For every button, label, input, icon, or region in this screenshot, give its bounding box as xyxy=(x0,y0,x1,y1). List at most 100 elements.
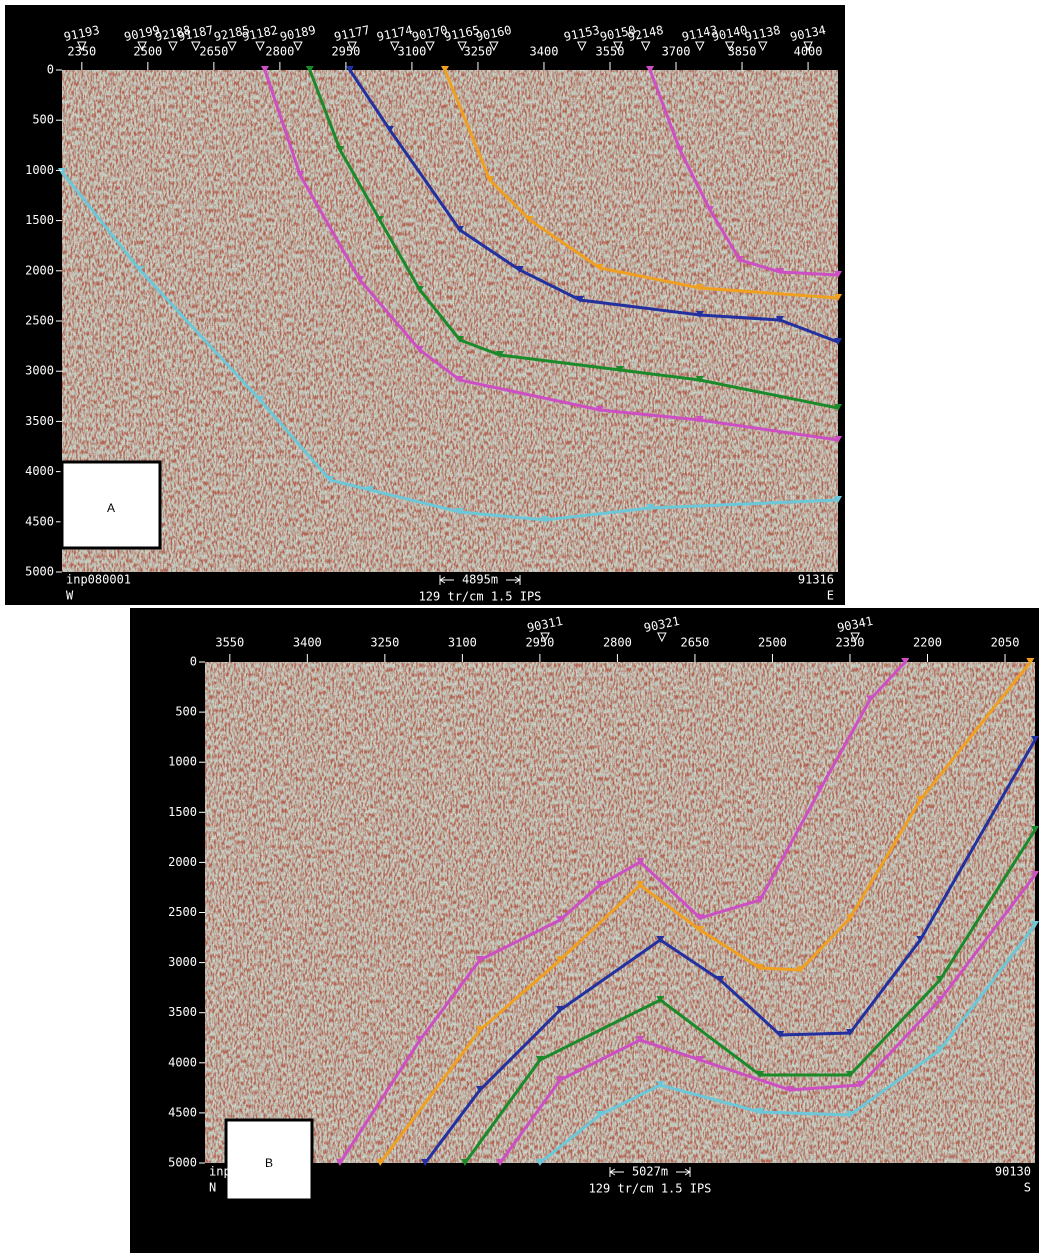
horizon-pick xyxy=(796,966,805,974)
well-marker xyxy=(724,41,735,52)
well-marker xyxy=(577,41,587,52)
horizon-pick xyxy=(475,1085,484,1093)
horizon-pick xyxy=(845,914,854,922)
horizon-pick xyxy=(455,507,464,515)
horizon-pick xyxy=(845,1111,854,1119)
horizon-pick xyxy=(366,485,375,493)
horizon-pick xyxy=(775,268,784,276)
horizon-pick xyxy=(696,926,705,934)
seismic-panel xyxy=(205,658,1039,1166)
horizon-pick xyxy=(834,496,842,504)
horizon-pick xyxy=(845,1029,854,1037)
horizon-pick xyxy=(535,1159,544,1166)
seismic-texture xyxy=(205,662,1035,1163)
y-tick-label: 4000 xyxy=(168,1055,197,1069)
horizon-pick xyxy=(695,283,704,291)
panel-label-box xyxy=(60,460,162,550)
x-tick-label: 3550 xyxy=(215,636,244,650)
horizon-pick xyxy=(935,995,944,1003)
well-marker xyxy=(168,41,178,52)
horizon-pick xyxy=(834,404,842,412)
footer-code: inp080001 xyxy=(209,1165,274,1179)
y-tick-label: 0 xyxy=(47,63,54,77)
footer-direction: W xyxy=(66,589,74,603)
horizon-pick xyxy=(756,1071,765,1079)
well-marker xyxy=(425,41,435,52)
x-tick-label: 3400 xyxy=(293,636,322,650)
horizon-pick xyxy=(705,205,714,213)
horizon-pick xyxy=(58,168,66,176)
x-tick-label: 2350 xyxy=(836,636,865,650)
x-tick-label: 3250 xyxy=(370,636,399,650)
horizon-pick xyxy=(646,504,655,512)
horizon-pick xyxy=(385,126,394,134)
y-tick-label: 2500 xyxy=(25,314,54,328)
horizon xyxy=(348,69,839,344)
horizon-pick xyxy=(695,310,704,318)
horizon-pick xyxy=(576,296,585,304)
x-tick-label: 3100 xyxy=(397,45,426,59)
well-marker xyxy=(76,41,87,52)
horizon-pick xyxy=(421,1159,430,1166)
well-marker xyxy=(347,41,357,52)
horizon-pick xyxy=(535,1055,544,1063)
horizon-pick xyxy=(455,376,464,384)
seismic-texture xyxy=(62,70,838,572)
y-tick-label: 4000 xyxy=(25,464,54,478)
horizon-pick xyxy=(540,515,549,523)
x-tick-label: 3850 xyxy=(728,45,757,59)
x-tick-label: 2050 xyxy=(991,636,1020,650)
horizon-pick xyxy=(556,916,565,924)
horizon-pick xyxy=(656,935,665,943)
x-tick-label: 4000 xyxy=(794,45,823,59)
horizon-pick xyxy=(460,1159,469,1166)
footer-code: inp080001 xyxy=(66,573,131,587)
horizon-pick xyxy=(1026,658,1035,665)
well-marker xyxy=(850,632,860,643)
horizon-pick xyxy=(326,476,335,484)
horizon xyxy=(263,69,839,442)
panel-label: B xyxy=(265,1156,273,1170)
horizon-pick xyxy=(475,1026,484,1034)
y-tick-label: 5000 xyxy=(25,565,54,579)
scale-bar-label: 4895m xyxy=(462,573,498,587)
horizon-pick xyxy=(260,66,269,73)
well-marker xyxy=(255,41,265,52)
y-tick-label: 1500 xyxy=(25,213,54,227)
x-tick-label: 2800 xyxy=(603,636,632,650)
horizon-pick xyxy=(1031,871,1039,879)
horizon-pick xyxy=(646,66,655,73)
horizon-pick xyxy=(595,405,604,413)
horizon-pick xyxy=(355,276,364,284)
well-marker xyxy=(389,41,400,52)
footer-direction: N xyxy=(209,1181,216,1195)
horizon-pick xyxy=(296,171,305,179)
horizon-pick xyxy=(756,895,765,903)
horizon-pick xyxy=(776,1031,785,1039)
horizon-pick xyxy=(595,881,604,889)
horizon-pick xyxy=(856,1081,865,1089)
x-tick-label: 2650 xyxy=(680,636,709,650)
x-tick-label: 3400 xyxy=(530,45,559,59)
horizon-pick xyxy=(845,1071,854,1079)
well-marker xyxy=(757,41,768,52)
well-marker xyxy=(657,632,667,643)
horizon-pick xyxy=(345,66,354,73)
x-tick-label: 2500 xyxy=(133,45,162,59)
x-tick-label: 2200 xyxy=(913,636,942,650)
x-tick-label: 2650 xyxy=(199,45,228,59)
footer-direction: S xyxy=(1024,1181,1031,1195)
horizon-pick xyxy=(656,1081,665,1089)
horizon-pick xyxy=(335,1159,344,1166)
horizon-pick xyxy=(415,285,424,293)
footer-caption: 129 tr/cm 1.5 IPS xyxy=(419,590,542,604)
horizon-pick xyxy=(336,146,345,154)
y-tick-label: 1500 xyxy=(168,805,197,819)
well-marker xyxy=(137,41,147,52)
x-tick-label: 3100 xyxy=(448,636,477,650)
horizon-pick xyxy=(495,351,504,359)
panel-label: A xyxy=(107,501,115,515)
horizon-pick xyxy=(656,995,665,1003)
y-tick-label: 500 xyxy=(32,113,54,127)
y-tick-label: 2000 xyxy=(25,263,54,277)
